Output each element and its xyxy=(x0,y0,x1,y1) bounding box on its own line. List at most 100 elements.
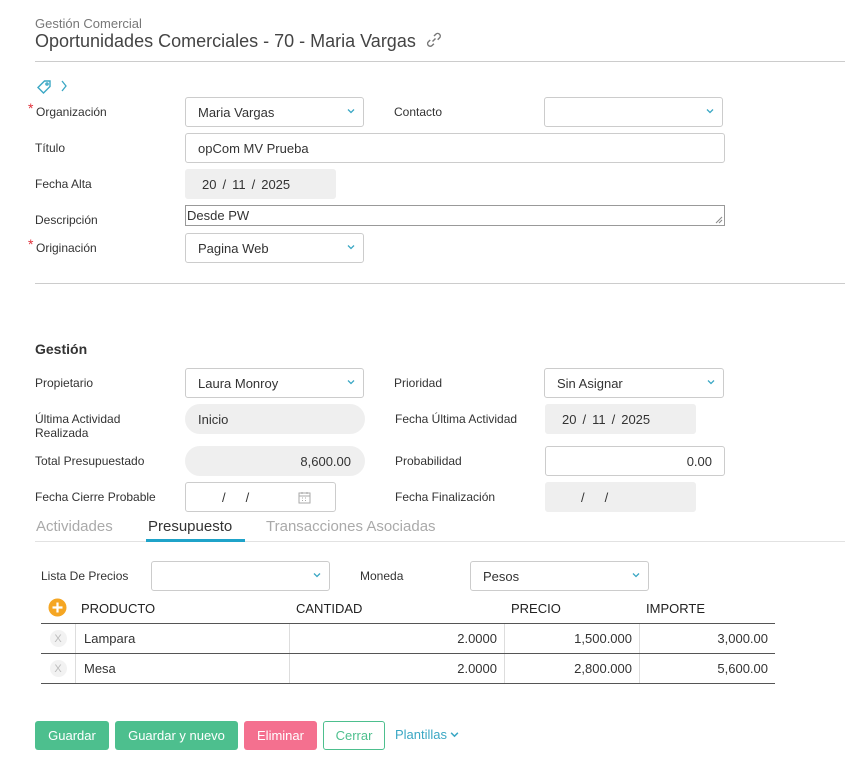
total-presupuestado-box: 8,600.00 xyxy=(185,446,365,476)
table-row: X Mesa 2.0000 2,800.000 5,600.00 xyxy=(41,654,775,683)
required-marker: * xyxy=(28,236,34,252)
organizacion-select[interactable]: Maria Vargas xyxy=(185,97,364,127)
required-marker: * xyxy=(28,100,34,116)
chevron-down-icon xyxy=(347,245,355,250)
header-divider xyxy=(35,61,845,62)
cell-cantidad[interactable]: 2.0000 xyxy=(290,654,505,683)
ultima-actividad-label-line1: Última Actividad xyxy=(35,412,121,426)
cell-producto[interactable]: Lampara xyxy=(75,624,290,653)
page-title: Oportunidades Comerciales - 70 - Maria V… xyxy=(35,31,443,52)
originacion-select[interactable]: Pagina Web xyxy=(185,233,364,263)
guardar-button[interactable]: Guardar xyxy=(35,721,109,750)
date-sep: / xyxy=(251,176,256,192)
date-year: 2025 xyxy=(261,176,291,192)
fecha-cierre-input[interactable]: / / xyxy=(185,482,336,512)
propietario-label: Propietario xyxy=(35,376,94,390)
chevron-down-icon xyxy=(313,573,321,578)
titulo-input[interactable]: opCom MV Prueba xyxy=(185,133,725,163)
probabilidad-input[interactable]: 0.00 xyxy=(545,446,725,476)
active-tab-indicator xyxy=(146,539,245,542)
page-title-text: Oportunidades Comerciales - 70 - Maria V… xyxy=(35,31,416,51)
moneda-value: Pesos xyxy=(483,568,520,584)
date-sep: / xyxy=(222,176,227,192)
calendar-icon[interactable] xyxy=(298,491,311,504)
tab-presupuesto[interactable]: Presupuesto xyxy=(148,518,233,535)
contacto-select[interactable] xyxy=(544,97,723,127)
tabs-divider xyxy=(35,541,845,542)
date-sep: / xyxy=(222,489,226,505)
remove-row-button[interactable]: X xyxy=(41,654,75,683)
remove-row-button[interactable]: X xyxy=(41,624,75,653)
total-presupuestado-value: 8,600.00 xyxy=(300,453,351,469)
date-sep: / xyxy=(604,489,609,505)
lista-precios-label: Lista De Precios xyxy=(41,569,129,583)
table-row: X Lampara 2.0000 1,500.000 3,000.00 xyxy=(41,624,775,653)
prioridad-value: Sin Asignar xyxy=(557,375,623,391)
add-line-button[interactable] xyxy=(48,598,67,617)
date-sep: / xyxy=(582,411,587,427)
prioridad-label: Prioridad xyxy=(394,376,443,390)
fecha-cierre-label: Fecha Cierre Probable xyxy=(35,490,156,504)
date-year: 2025 xyxy=(621,411,651,427)
organizacion-label: Organización xyxy=(36,105,107,119)
eliminar-button[interactable]: Eliminar xyxy=(244,721,317,750)
tab-actividades[interactable]: Actividades xyxy=(36,518,113,535)
chevron-down-icon xyxy=(347,380,355,385)
chevron-right-icon[interactable] xyxy=(60,79,68,93)
descripcion-textarea[interactable]: Desde PW xyxy=(185,205,725,226)
cell-precio[interactable]: 2,800.000 xyxy=(505,654,640,683)
probabilidad-label: Probabilidad xyxy=(395,454,462,468)
remove-icon: X xyxy=(49,630,67,647)
prioridad-select[interactable]: Sin Asignar xyxy=(544,368,724,398)
cerrar-button[interactable]: Cerrar xyxy=(323,721,385,750)
propietario-select[interactable]: Laura Monroy xyxy=(185,368,364,398)
cell-precio[interactable]: 1,500.000 xyxy=(505,624,640,653)
date-month: 11 xyxy=(592,411,606,427)
section-divider xyxy=(35,283,845,284)
plantillas-dropdown[interactable]: Plantillas xyxy=(395,727,459,742)
probabilidad-value: 0.00 xyxy=(686,453,712,469)
cell-importe: 5,600.00 xyxy=(717,661,768,676)
fecha-finalizacion-label: Fecha Finalización xyxy=(395,490,496,504)
propietario-value: Laura Monroy xyxy=(198,375,279,391)
chevron-down-icon xyxy=(347,109,355,114)
moneda-label: Moneda xyxy=(360,569,404,583)
plantillas-label: Plantillas xyxy=(395,727,448,742)
lista-precios-select[interactable] xyxy=(151,561,330,591)
date-day: 20 xyxy=(562,411,577,427)
cell-producto[interactable]: Mesa xyxy=(75,654,290,683)
row-divider xyxy=(41,623,775,624)
date-sep: / xyxy=(611,411,616,427)
organizacion-value: Maria Vargas xyxy=(198,104,275,120)
chevron-down-icon xyxy=(632,573,640,578)
row-divider xyxy=(41,653,775,654)
date-day: 20 xyxy=(202,176,217,192)
descripcion-label: Descripción xyxy=(35,213,98,227)
ultima-actividad-label: Última Actividad Realizada xyxy=(35,412,120,440)
tab-transacciones-asociadas[interactable]: Transacciones Asociadas xyxy=(266,518,436,535)
titulo-label: Título xyxy=(35,141,66,155)
chevron-down-icon xyxy=(450,732,459,738)
originacion-label: Originación xyxy=(36,241,97,255)
col-importe: IMPORTE xyxy=(646,601,705,616)
chevron-down-icon xyxy=(707,380,715,385)
date-month: 11 xyxy=(232,176,246,192)
resize-handle-icon[interactable] xyxy=(715,216,723,224)
fecha-ultima-actividad-label: Fecha Última Actividad xyxy=(395,412,518,426)
chevron-down-icon xyxy=(706,109,714,114)
fecha-alta-input: 20 / 11 / 2025 xyxy=(185,169,336,199)
date-sep: / xyxy=(581,489,585,505)
guardar-y-nuevo-button[interactable]: Guardar y nuevo xyxy=(115,721,238,750)
fecha-ultima-actividad-input: 20 / 11 / 2025 xyxy=(545,404,696,434)
tag-icon[interactable] xyxy=(36,79,52,95)
titulo-value: opCom MV Prueba xyxy=(198,140,309,156)
originacion-value: Pagina Web xyxy=(198,240,269,256)
ultima-actividad-label-line2: Realizada xyxy=(35,426,89,440)
cell-cantidad[interactable]: 2.0000 xyxy=(290,624,505,653)
gestion-title: Gestión xyxy=(35,341,88,357)
link-icon[interactable] xyxy=(425,31,443,49)
col-precio: PRECIO xyxy=(511,601,561,616)
moneda-select[interactable]: Pesos xyxy=(470,561,649,591)
cell-importe: 3,000.00 xyxy=(717,631,768,646)
ultima-actividad-value: Inicio xyxy=(198,411,229,427)
